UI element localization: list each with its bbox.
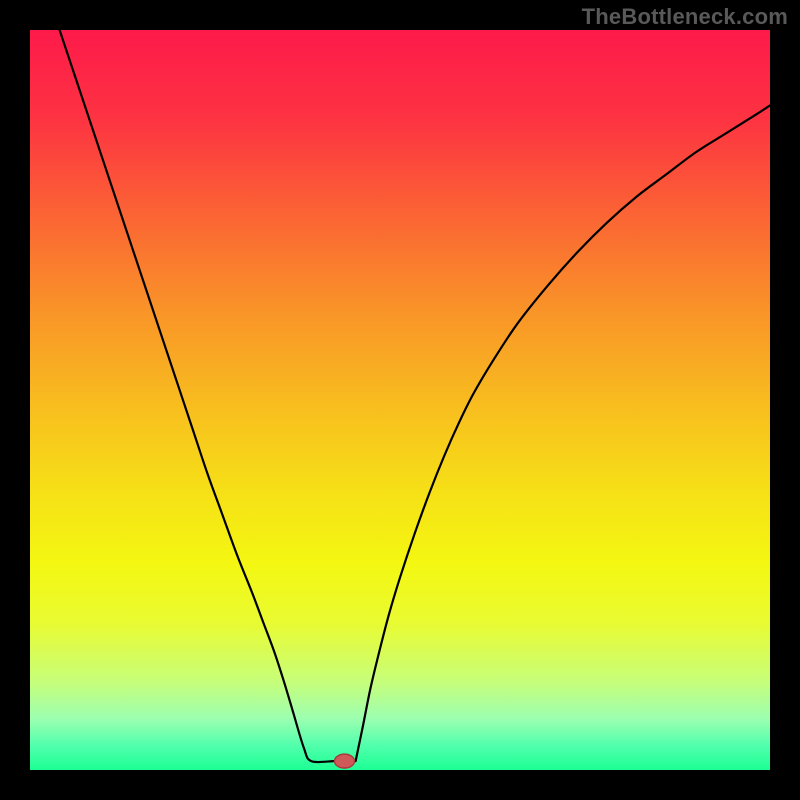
optimum-marker [335, 754, 355, 768]
chart-stage: TheBottleneck.com [0, 0, 800, 800]
watermark-text: TheBottleneck.com [582, 4, 788, 30]
bottleneck-chart-svg [0, 0, 800, 800]
plot-background [30, 30, 770, 770]
